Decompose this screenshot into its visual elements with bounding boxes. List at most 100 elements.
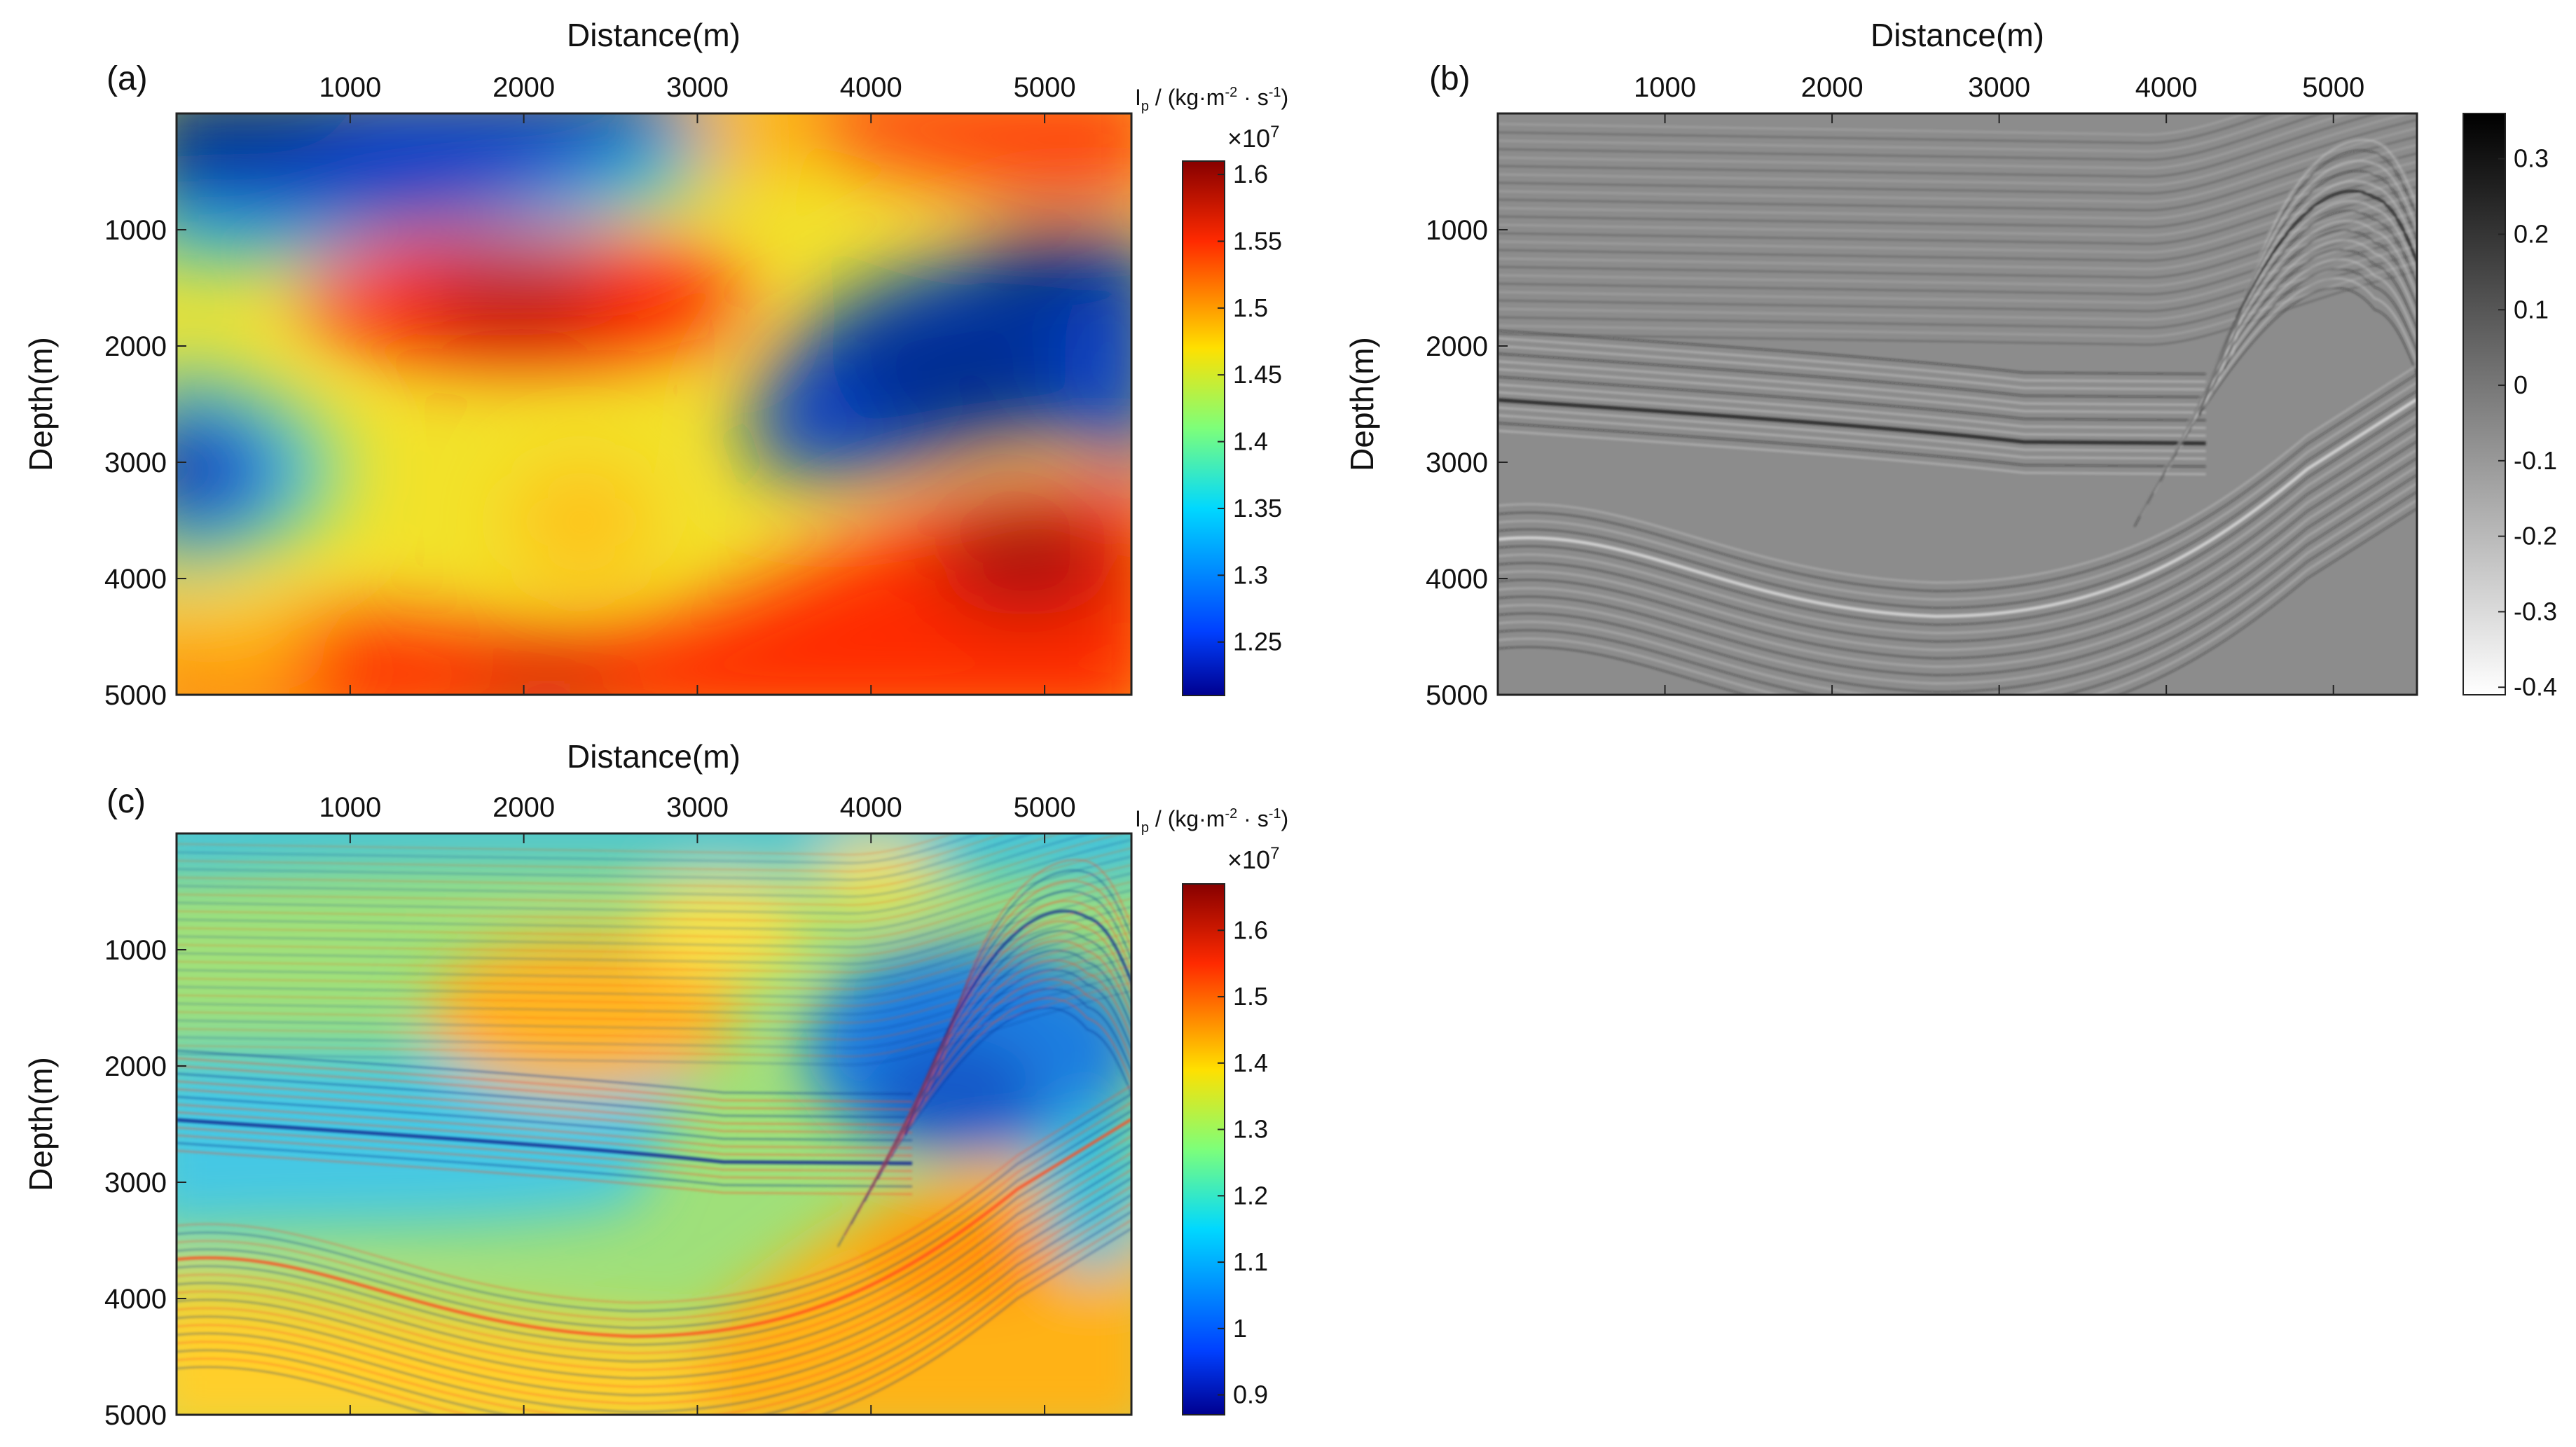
mid-reflector <box>1498 375 2206 422</box>
deep-reflector <box>1498 415 2417 635</box>
shallow-reflector <box>1498 119 2417 195</box>
panel-a-xtick: 2000 <box>493 72 555 103</box>
panel-c-colorbar-tick: 1.3 <box>1233 1115 1268 1144</box>
panel-b-ytick: 2000 <box>1426 331 1488 362</box>
anticline-reflector <box>2224 149 2417 371</box>
panel-a-ytick: 3000 <box>104 448 167 478</box>
mid-reflector <box>1498 368 2206 414</box>
shallow-reflector <box>1498 113 2273 144</box>
panel-c-colorbar-scale: ×107 <box>1227 844 1279 874</box>
deep-reflector <box>1498 365 2417 584</box>
anticline-reflector <box>884 940 1131 1169</box>
panel-a-colorbar-tick: 1.4 <box>1233 427 1268 456</box>
panel-a-ytick: 1000 <box>104 215 167 246</box>
deep-reflector <box>177 1144 1131 1363</box>
anticline-reflector <box>877 950 1131 1180</box>
panel-a-colorbar-tick: 1.45 <box>1233 360 1282 389</box>
panel-c-colorbar-tick: 0.9 <box>1233 1380 1268 1409</box>
anticline-reflector <box>890 930 1131 1158</box>
shallow-reflector <box>177 833 1034 881</box>
shallow-reflector <box>177 839 1131 915</box>
deep-reflector <box>177 1152 1131 1371</box>
deep-reflector <box>177 1118 1131 1338</box>
anticline-reflector <box>2205 180 2417 404</box>
deep-reflector <box>177 1102 1131 1321</box>
anticline-reflector <box>2140 277 2417 516</box>
deep-reflector <box>1498 407 2417 626</box>
shallow-reflector <box>1498 144 2417 220</box>
panel-a-xtick: 4000 <box>840 72 902 103</box>
anticline-reflector <box>837 1006 1131 1247</box>
shallow-reflector <box>1498 113 2323 161</box>
panel-b-colorbar-tick: -0.2 <box>2514 522 2557 551</box>
shallow-reflector <box>177 864 1131 940</box>
mid-reflector <box>177 1095 913 1142</box>
panel-c-ytick: 4000 <box>104 1284 167 1315</box>
panel-b: (b) Distance(m) Depth(m) 1000 2000 3000 … <box>1344 17 2557 711</box>
panel-a-colorbar-tick: 1.6 <box>1233 160 1268 188</box>
anticline-reflector <box>2133 286 2417 527</box>
shallow-reflector <box>1498 161 2417 237</box>
panel-a: (a) Distance(m) Depth(m) <box>22 17 1288 711</box>
mid-reflector <box>1498 398 2206 445</box>
panel-c-xtick: 2000 <box>493 792 555 823</box>
shallow-reflector <box>177 881 1131 957</box>
panel-c-colorbar-tick: 1 <box>1233 1314 1247 1343</box>
shallow-reflector <box>177 833 1007 873</box>
panel-b-colorbar-tick: 0.3 <box>2514 144 2549 173</box>
panel-c-xtick: 5000 <box>1014 792 1076 823</box>
panel-c-ytick: 3000 <box>104 1168 167 1198</box>
panel-b-frame <box>1496 112 2418 696</box>
deep-reflector <box>177 1093 1131 1313</box>
deep-reflector <box>1498 432 2417 651</box>
panel-a-heatmap <box>177 113 1131 695</box>
anticline-reflector <box>937 859 1131 1079</box>
deep-reflector <box>177 1161 1131 1380</box>
deep-reflector <box>1498 398 2417 618</box>
anticline-reflector <box>2153 258 2417 494</box>
mid-reflector <box>1498 414 2206 460</box>
panel-a-colorbar-gradient <box>1182 160 1225 696</box>
panel-a-ticks: 1000 2000 3000 4000 5000 1000 2000 3000 … <box>104 72 1076 711</box>
deep-reflector <box>1498 441 2417 660</box>
shallow-reflector <box>177 940 1131 1016</box>
mid-reflector <box>1498 329 2206 375</box>
panel-a-frame <box>175 112 1133 696</box>
panel-b-xtick: 2000 <box>1801 72 1864 103</box>
mid-reflector <box>1498 345 2206 391</box>
panel-a-colorbar: Ip / (kg·m-2 · s-1) ×107 1.6 1.55 1.5 1.… <box>1135 85 1288 696</box>
shallow-reflector <box>1498 228 2417 304</box>
anticline-reflector <box>2165 239 2417 471</box>
shallow-reflector <box>177 974 1131 1049</box>
panel-c-colorbar-unit: Ip / (kg·m-2 · s-1) <box>1135 806 1288 836</box>
anticline-reflector <box>2147 268 2417 505</box>
mid-reflector <box>1498 406 2206 452</box>
shallow-reflector <box>177 898 1131 974</box>
shallow-reflector <box>177 833 1126 906</box>
panel-b-ticks: 1000 2000 3000 4000 5000 1000 2000 3000 … <box>1426 72 2364 711</box>
panel-c-colorbar-tick: 1.4 <box>1233 1048 1268 1077</box>
shallow-reflector <box>1498 220 2417 296</box>
panel-a-ytick: 5000 <box>104 680 167 711</box>
deep-reflector <box>1498 390 2417 609</box>
mid-reflector <box>1498 422 2206 468</box>
panel-c-label: (c) <box>106 783 146 820</box>
panel-a-colorbar-tick: 1.35 <box>1233 494 1282 522</box>
deep-reflector <box>1498 508 2417 695</box>
panel-c-colorbar: Ip / (kg·m-2 · s-1) ×107 1.6 1.5 1.4 1.3… <box>1135 806 1288 1415</box>
mid-reflector <box>177 1126 913 1172</box>
panel-c-xtick: 1000 <box>319 792 381 823</box>
shallow-reflector <box>1498 262 2417 338</box>
mid-reflector <box>177 1134 913 1180</box>
shallow-reflector <box>1498 113 2247 136</box>
panel-b-xtick: 4000 <box>2135 72 2198 103</box>
panel-c-ytick: 5000 <box>104 1400 167 1431</box>
deep-reflector <box>1498 449 2417 668</box>
shallow-reflector <box>177 873 1131 948</box>
mid-reflector <box>177 1142 913 1188</box>
deep-reflector <box>1498 474 2417 693</box>
shallow-reflector <box>1498 127 2417 203</box>
panel-c-ytick: 2000 <box>104 1051 167 1082</box>
shallow-reflector <box>177 833 1093 898</box>
anticline-reflector <box>897 920 1131 1147</box>
